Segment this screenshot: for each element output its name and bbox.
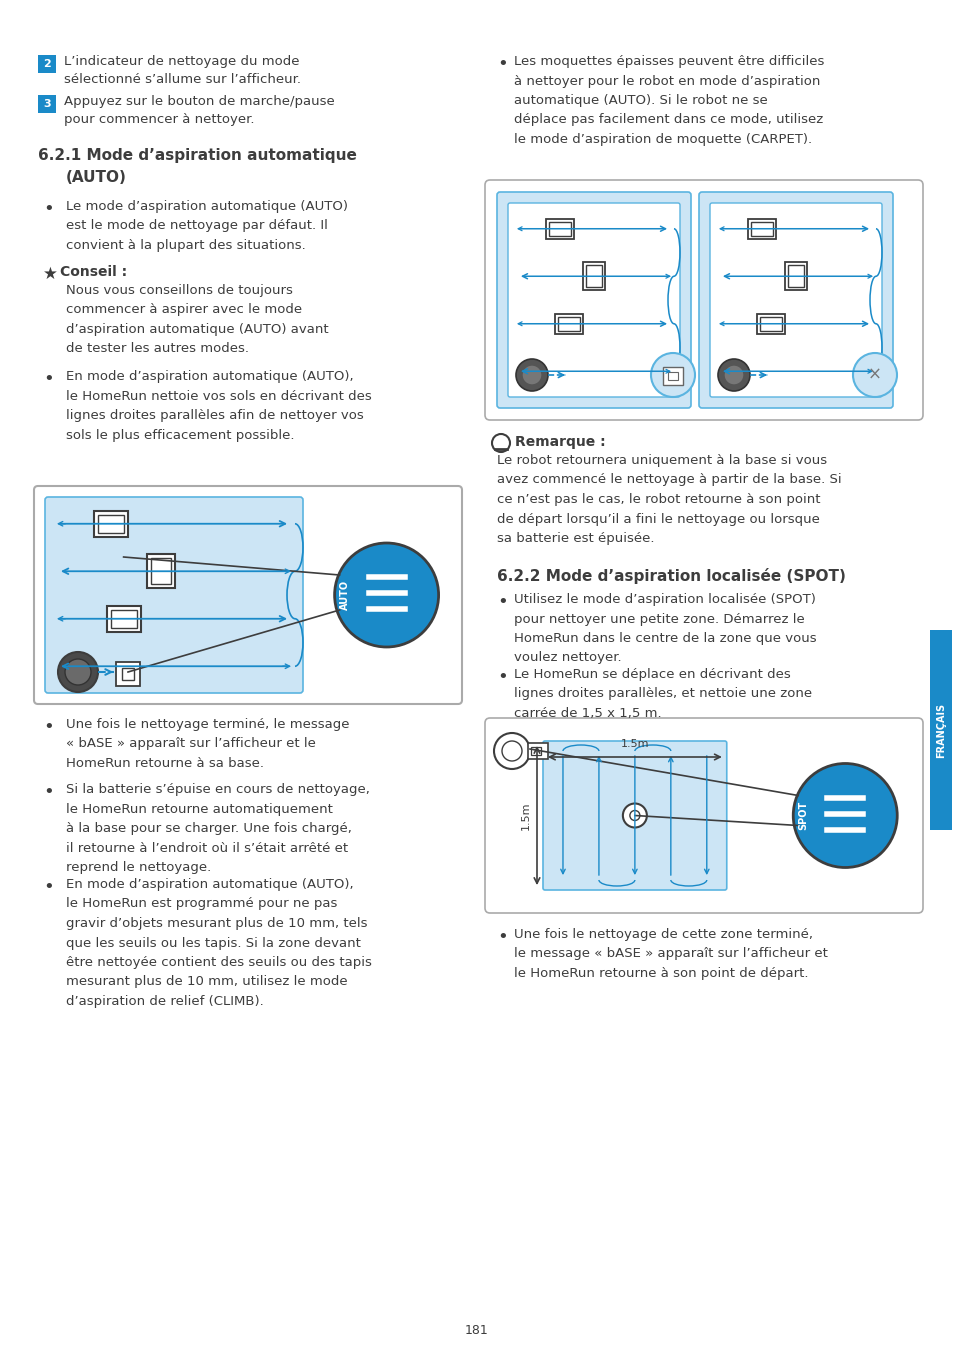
Bar [107,606,140,632]
Text: Une fois le nettoyage terminé, le message
« bASE » apparaît sur l’afficheur et l: Une fois le nettoyage terminé, le messag… [66,718,349,770]
Circle shape [65,659,91,684]
Text: Une fois le nettoyage de cette zone terminé,
le message « bASE » apparaît sur l’: Une fois le nettoyage de cette zone term… [514,927,827,980]
Text: FRANÇAIS: FRANÇAIS [935,702,945,757]
Text: (AUTO): (AUTO) [66,170,127,185]
Bar [929,630,951,830]
FancyBboxPatch shape [484,718,923,913]
Bar [531,747,540,755]
Text: Si la batterie s’épuise en cours de nettoyage,
le HomeRun retourne automatiqueme: Si la batterie s’épuise en cours de nett… [66,783,370,873]
Circle shape [501,741,521,761]
FancyBboxPatch shape [484,180,923,420]
Text: Utilisez le mode d’aspiration localisée (SPOT)
pour nettoyer une petite zone. Dé: Utilisez le mode d’aspiration localisée … [514,593,816,664]
Bar [582,262,604,290]
Text: •: • [497,55,507,73]
Bar [116,662,140,686]
Circle shape [521,364,541,385]
Text: •: • [497,927,507,946]
Text: ×: × [867,366,881,383]
Text: 3: 3 [43,99,51,109]
Bar [756,313,784,333]
Text: En mode d’aspiration automatique (AUTO),
le HomeRun est programmé pour ne pas
gr: En mode d’aspiration automatique (AUTO),… [66,878,372,1008]
Text: •: • [43,878,53,896]
Text: Les moquettes épaisses peuvent être difficiles
à nettoyer pour le robot en mode : Les moquettes épaisses peuvent être diff… [514,55,823,146]
Bar [546,219,574,239]
Bar [122,668,133,680]
Bar [662,367,682,385]
Text: •: • [43,370,53,387]
Text: 1.5m: 1.5m [620,738,648,749]
Text: Le robot retournera uniquement à la base si vous
avez commencé le nettoyage à pa: Le robot retournera uniquement à la base… [497,454,841,545]
Text: Appuyez sur le bouton de marche/pause: Appuyez sur le bouton de marche/pause [64,95,335,108]
Circle shape [516,359,547,392]
FancyBboxPatch shape [34,486,461,703]
FancyBboxPatch shape [699,192,892,408]
Text: sélectionné s’allume sur l’afficheur.: sélectionné s’allume sur l’afficheur. [64,73,301,86]
Text: 1.5m: 1.5m [520,802,531,830]
Bar [94,510,128,537]
Text: 6.2.1 Mode d’aspiration automatique: 6.2.1 Mode d’aspiration automatique [38,148,356,163]
Bar [751,221,773,236]
Bar [759,317,781,331]
Text: En mode d’aspiration automatique (AUTO),
le HomeRun nettoie vos sols en décrivan: En mode d’aspiration automatique (AUTO),… [66,370,372,441]
Text: 6.2.2 Mode d’aspiration localisée (SPOT): 6.2.2 Mode d’aspiration localisée (SPOT) [497,568,845,585]
Bar [98,514,124,533]
FancyBboxPatch shape [507,202,679,397]
Text: pour commencer à nettoyer.: pour commencer à nettoyer. [64,113,254,126]
FancyBboxPatch shape [709,202,882,397]
Circle shape [335,543,438,647]
Text: •: • [43,718,53,736]
Bar [555,313,582,333]
Circle shape [629,810,639,821]
Bar [148,555,175,589]
Bar [38,95,56,113]
Text: •: • [497,593,507,612]
Bar [549,221,571,236]
Bar [585,265,601,288]
Text: AUTO: AUTO [339,580,349,610]
Text: Remarque :: Remarque : [515,435,605,450]
Bar [558,317,579,331]
Circle shape [792,764,897,868]
Text: Nous vous conseillons de toujours
commencer à aspirer avec le mode
d’aspiration : Nous vous conseillons de toujours commen… [66,284,328,355]
Bar [787,265,803,288]
Circle shape [492,433,510,452]
Circle shape [650,352,695,397]
Text: •: • [497,668,507,686]
Circle shape [852,352,896,397]
Text: •: • [43,783,53,801]
Bar [38,55,56,73]
Text: •: • [43,200,53,217]
Text: 2: 2 [43,59,51,69]
Text: Conseil :: Conseil : [60,265,127,279]
Circle shape [718,359,749,392]
Text: 181: 181 [465,1323,488,1336]
Bar [111,610,136,628]
Circle shape [494,733,530,770]
Bar [747,219,776,239]
Text: Le HomeRun se déplace en décrivant des
lignes droites parallèles, et nettoie une: Le HomeRun se déplace en décrivant des l… [514,668,811,720]
Bar [784,262,806,290]
Text: Le mode d’aspiration automatique (AUTO)
est le mode de nettoyage par défaut. Il
: Le mode d’aspiration automatique (AUTO) … [66,200,348,252]
Bar [527,743,547,759]
FancyBboxPatch shape [497,192,690,408]
Circle shape [622,803,646,828]
Circle shape [58,652,98,693]
FancyBboxPatch shape [542,741,726,890]
Bar [152,559,172,585]
Bar [667,373,678,379]
Text: L’indicateur de nettoyage du mode: L’indicateur de nettoyage du mode [64,55,299,68]
Text: ★: ★ [43,265,58,284]
Circle shape [723,364,743,385]
Text: SPOT: SPOT [798,801,807,830]
FancyBboxPatch shape [45,497,303,693]
